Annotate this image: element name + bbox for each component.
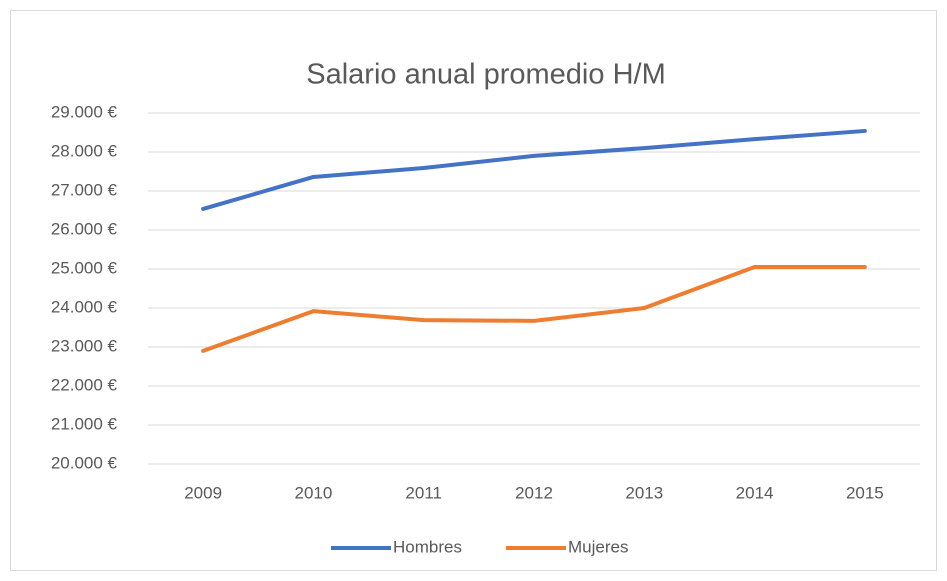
- y-tick-label: 28.000 €: [51, 141, 118, 160]
- y-tick-label: 21.000 €: [51, 414, 118, 433]
- y-tick-label: 22.000 €: [51, 375, 118, 394]
- x-tick-label: 2010: [295, 483, 333, 502]
- y-tick-label: 27.000 €: [51, 180, 118, 199]
- legend-label: Hombres: [393, 537, 462, 556]
- x-tick-label: 2013: [625, 483, 663, 502]
- y-tick-label: 29.000 €: [51, 102, 118, 121]
- line-series: [201, 265, 867, 353]
- chart-border: [10, 10, 937, 571]
- x-tick-label: 2009: [184, 483, 222, 502]
- y-tick-label: 24.000 €: [51, 297, 118, 316]
- x-tick-label: 2014: [736, 483, 774, 502]
- x-tick-label: 2011: [405, 483, 442, 502]
- y-tick-label: 26.000 €: [51, 219, 118, 238]
- legend-label: Mujeres: [568, 537, 628, 556]
- x-tick-label: 2015: [846, 483, 884, 502]
- chart-title: Salario anual promedio H/M: [306, 59, 665, 91]
- line-series: [201, 128, 867, 211]
- y-tick-label: 23.000 €: [51, 336, 118, 355]
- y-tick-label: 20.000 €: [51, 453, 118, 472]
- x-tick-label: 2012: [515, 483, 553, 502]
- y-tick-label: 25.000 €: [51, 258, 118, 277]
